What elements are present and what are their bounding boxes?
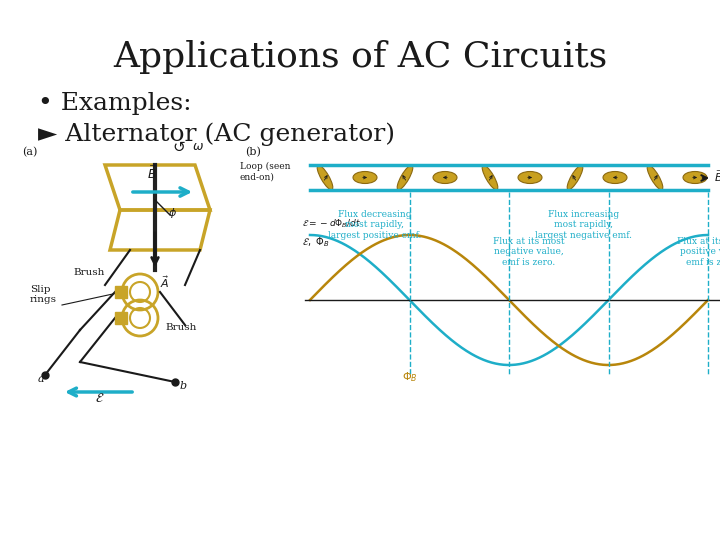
Ellipse shape	[683, 172, 707, 184]
Text: $\circlearrowleft$: $\circlearrowleft$	[170, 140, 186, 155]
Text: Flux decreasing
most rapidly,
largest positive emf.: Flux decreasing most rapidly, largest po…	[328, 210, 421, 240]
Text: Loop (seen
end-on): Loop (seen end-on)	[240, 162, 290, 182]
Bar	[115, 286, 127, 298]
Text: Applications of AC Circuits: Applications of AC Circuits	[113, 40, 607, 74]
Ellipse shape	[353, 172, 377, 184]
Ellipse shape	[647, 165, 663, 190]
Ellipse shape	[603, 172, 627, 184]
Text: b: b	[180, 381, 187, 391]
Text: Slip
rings: Slip rings	[30, 285, 57, 304]
Text: $\omega$: $\omega$	[192, 140, 204, 153]
Text: $\mathcal{E}$: $\mathcal{E}$	[95, 392, 104, 405]
Ellipse shape	[397, 165, 413, 190]
Ellipse shape	[482, 165, 498, 190]
Bar	[115, 312, 127, 324]
Text: a: a	[38, 374, 45, 384]
Text: Brush: Brush	[73, 268, 105, 277]
Text: (b): (b)	[245, 147, 261, 157]
Text: • Examples:: • Examples:	[38, 92, 192, 115]
Ellipse shape	[318, 165, 333, 190]
Text: Flux increasing
most rapidly,
largest negative emf.: Flux increasing most rapidly, largest ne…	[535, 210, 632, 240]
Ellipse shape	[567, 165, 582, 190]
Text: $\vec{B}$: $\vec{B}$	[714, 168, 720, 184]
Ellipse shape	[518, 172, 542, 184]
Ellipse shape	[433, 172, 457, 184]
Text: $\phi$: $\phi$	[168, 206, 177, 220]
Text: $\vec{A}$: $\vec{A}$	[160, 274, 169, 290]
Text: $\vec{B}$: $\vec{B}$	[147, 165, 157, 182]
Text: Flux at its most
negative value,
emf is zero.: Flux at its most negative value, emf is …	[493, 237, 564, 267]
Text: $\mathcal{E},\ \Phi_B$: $\mathcal{E},\ \Phi_B$	[302, 235, 330, 249]
Text: Flux at its most
positive value,
emf is zero.: Flux at its most positive value, emf is …	[678, 237, 720, 267]
Text: $\mathcal{E} = -d\Phi_B/dt$: $\mathcal{E} = -d\Phi_B/dt$	[302, 217, 361, 230]
Text: Brush: Brush	[165, 323, 197, 332]
Text: (a): (a)	[22, 147, 37, 157]
Text: $\Phi_B$: $\Phi_B$	[402, 370, 418, 384]
Text: ► Alternator (AC generator): ► Alternator (AC generator)	[38, 122, 395, 146]
